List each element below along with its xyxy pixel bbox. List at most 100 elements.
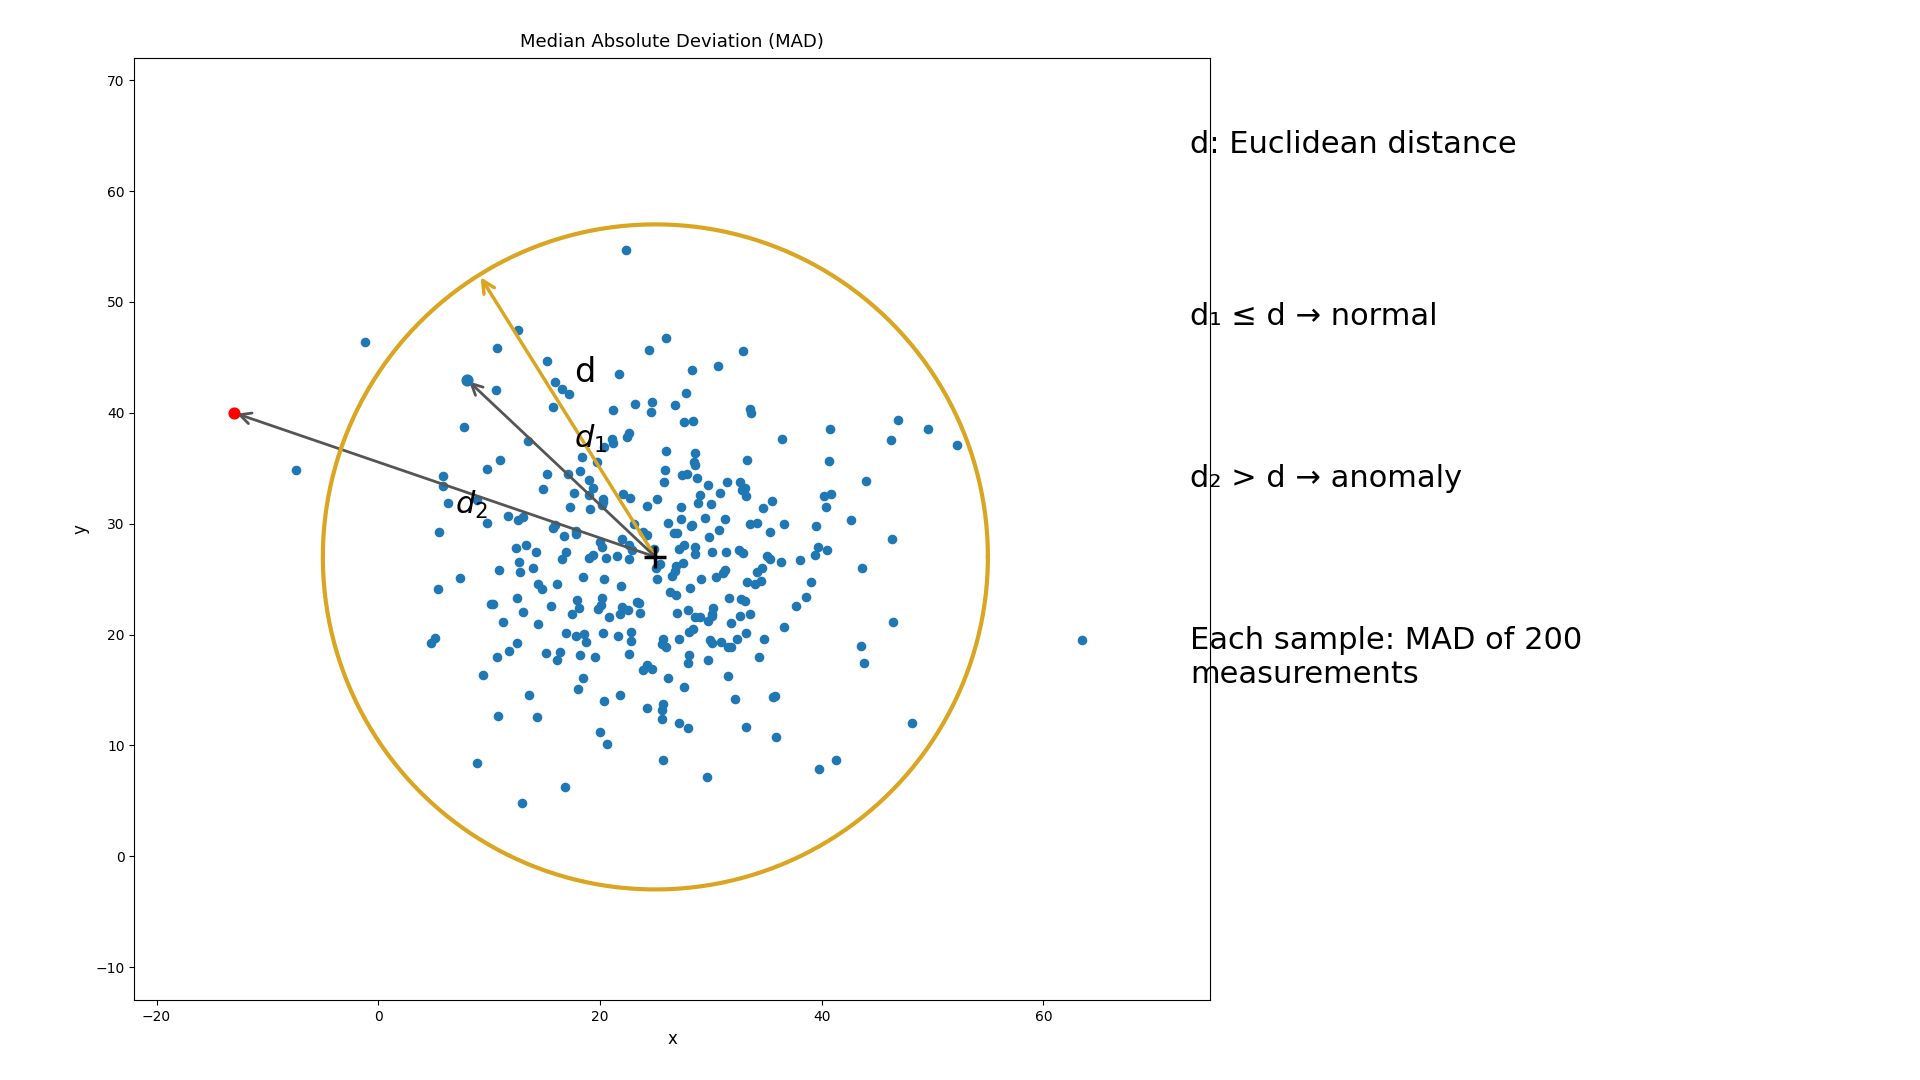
Point: [559, 485, 589, 502]
Point: [513, 686, 543, 703]
Point: [564, 462, 595, 480]
Point: [701, 568, 732, 585]
Point: [434, 494, 465, 511]
Point: [691, 769, 722, 786]
Point: [695, 496, 726, 513]
Point: [710, 543, 741, 561]
Point: [722, 631, 753, 648]
Point: [726, 591, 756, 608]
Point: [730, 593, 760, 610]
Point: [561, 627, 591, 645]
Point: [755, 550, 785, 567]
Point: [680, 545, 710, 563]
Point: [501, 589, 532, 606]
X-axis label: x: x: [666, 1029, 678, 1048]
Point: [877, 613, 908, 631]
Point: [662, 631, 693, 648]
Point: [697, 606, 728, 623]
Point: [741, 514, 772, 531]
Point: [724, 473, 755, 490]
Point: [662, 605, 693, 622]
Point: [420, 629, 451, 646]
Point: [670, 384, 701, 402]
Point: [561, 525, 591, 542]
Point: [632, 700, 662, 717]
Point: [582, 600, 612, 618]
Point: [697, 634, 728, 651]
Point: [468, 666, 499, 684]
Point: [541, 576, 572, 593]
Point: [712, 474, 743, 491]
Point: [589, 570, 620, 588]
Point: [732, 573, 762, 591]
Point: [528, 481, 559, 498]
Point: [645, 555, 676, 572]
Point: [553, 386, 584, 403]
Text: d: d: [574, 356, 595, 389]
Point: [422, 580, 453, 597]
Point: [653, 670, 684, 687]
Text: $d_1$: $d_1$: [574, 423, 607, 456]
Point: [651, 443, 682, 460]
Point: [536, 597, 566, 615]
Point: [618, 515, 649, 532]
Point: [597, 434, 628, 451]
Point: [647, 701, 678, 718]
Point: [549, 778, 580, 795]
Point: [735, 606, 766, 623]
Point: [732, 487, 762, 504]
Point: [726, 607, 756, 624]
Point: [591, 734, 622, 752]
Point: [501, 634, 532, 651]
Point: [876, 530, 906, 548]
Point: [668, 537, 699, 554]
Point: [674, 646, 705, 663]
Point: [760, 688, 791, 705]
Point: [478, 595, 509, 612]
Point: [664, 714, 695, 731]
Point: [684, 495, 714, 512]
Point: [741, 564, 772, 581]
Point: [676, 517, 707, 535]
Point: [720, 690, 751, 707]
Point: [747, 499, 778, 516]
Point: [785, 552, 816, 569]
Point: [538, 519, 568, 537]
Point: [728, 544, 758, 562]
Point: [755, 523, 785, 540]
Point: [751, 546, 781, 564]
Point: [522, 708, 553, 726]
Point: [484, 707, 515, 725]
Point: [584, 534, 614, 551]
Point: [735, 404, 766, 421]
Point: [708, 564, 739, 581]
Point: [614, 424, 645, 442]
Point: [219, 404, 250, 421]
Point: [547, 550, 578, 567]
Point: [674, 623, 705, 640]
Point: [801, 517, 831, 535]
Point: [672, 719, 703, 737]
Point: [597, 431, 628, 448]
Point: [612, 429, 643, 446]
Point: [724, 541, 755, 558]
Point: [674, 579, 705, 596]
Point: [561, 592, 591, 609]
Point: [803, 539, 833, 556]
Point: [659, 524, 689, 541]
Point: [449, 418, 480, 435]
Point: [685, 570, 716, 588]
Point: [472, 514, 503, 531]
Point: [651, 329, 682, 347]
Point: [714, 590, 745, 607]
Point: [503, 512, 534, 529]
Point: [588, 497, 618, 514]
Point: [476, 595, 507, 612]
Point: [689, 509, 720, 526]
Point: [482, 339, 513, 356]
Point: [540, 516, 570, 534]
Point: [588, 438, 618, 456]
Point: [649, 461, 680, 478]
Point: [522, 616, 553, 633]
Point: [660, 557, 691, 575]
